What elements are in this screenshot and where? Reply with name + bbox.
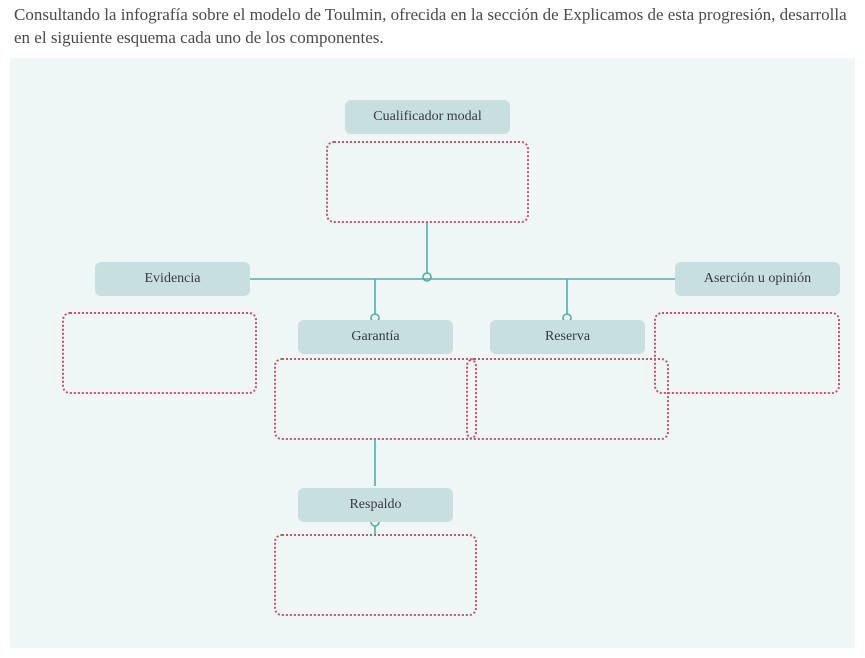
instruction-text: Consultando la infografía sobre el model… <box>0 0 865 58</box>
input-cualificador[interactable] <box>326 141 529 223</box>
label-reserva: Reserva <box>490 320 645 354</box>
input-garantia[interactable] <box>274 358 477 440</box>
label-cualificador: Cualificador modal <box>345 100 510 134</box>
label-evidencia: Evidencia <box>95 262 250 296</box>
diagram-canvas: Cualificador modal Evidencia Aserción u … <box>10 58 855 648</box>
label-asercion: Aserción u opinión <box>675 262 840 296</box>
input-respaldo[interactable] <box>274 534 477 616</box>
input-reserva[interactable] <box>466 358 669 440</box>
input-evidencia[interactable] <box>62 312 257 394</box>
label-garantia: Garantía <box>298 320 453 354</box>
label-respaldo: Respaldo <box>298 488 453 522</box>
input-asercion[interactable] <box>654 312 840 394</box>
